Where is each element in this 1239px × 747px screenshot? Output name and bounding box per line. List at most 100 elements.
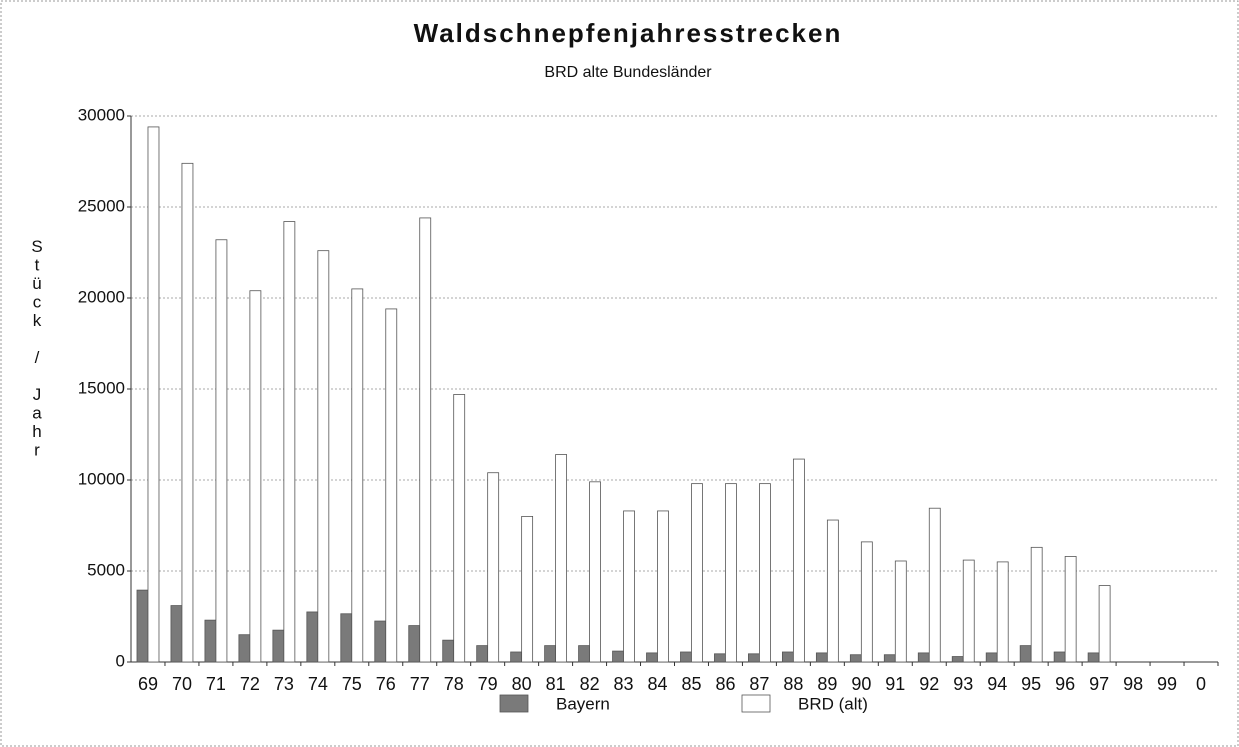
x-tick-label: 78: [444, 674, 464, 694]
x-tick-label: 73: [274, 674, 294, 694]
bar: [725, 483, 737, 663]
x-tick-label: 79: [478, 674, 498, 694]
bar: [419, 217, 432, 663]
x-tick-label: 77: [410, 674, 430, 694]
x-tick-label: 96: [1055, 674, 1075, 694]
x-tick-label: 75: [342, 674, 362, 694]
bar: [623, 510, 635, 663]
legend-swatch: [741, 694, 771, 713]
bar: [317, 250, 330, 663]
bar: [657, 510, 669, 663]
chart-title: Waldschnepfenjahresstrecken: [414, 18, 843, 48]
y-tick-label: 25000: [78, 196, 125, 215]
bar: [578, 645, 590, 663]
y-tick-label: 20000: [78, 287, 125, 306]
bar: [442, 639, 455, 663]
bar: [962, 559, 975, 663]
x-tick-label: 86: [715, 674, 735, 694]
bar: [544, 645, 557, 663]
bar: [1053, 651, 1066, 663]
bar: [1019, 645, 1032, 663]
x-tick-label: 84: [648, 674, 668, 694]
bar: [589, 481, 601, 663]
legend-label: Bayern: [556, 694, 610, 713]
bar: [691, 483, 703, 663]
bar: [136, 589, 149, 663]
x-tick-label: 74: [308, 674, 328, 694]
bar: [612, 650, 624, 663]
bar: [374, 620, 387, 663]
x-tick-label: 89: [817, 674, 837, 694]
bar: [951, 656, 964, 663]
bar: [792, 458, 805, 663]
x-tick-label: 97: [1089, 674, 1109, 694]
x-tick-label: 90: [851, 674, 871, 694]
bar: [408, 625, 421, 663]
x-tick-label: 85: [681, 674, 701, 694]
bar: [249, 290, 262, 663]
bar: [759, 483, 771, 663]
bar: [748, 653, 760, 663]
bar: [351, 288, 364, 663]
bar: [306, 611, 319, 663]
chart-subtitle: BRD alte Bundesländer: [544, 64, 712, 81]
x-tick-label: 93: [953, 674, 973, 694]
bar: [147, 126, 160, 663]
bar: [1087, 652, 1100, 663]
bar: [917, 652, 930, 663]
bar: [272, 629, 285, 663]
x-tick-label: 87: [749, 674, 769, 694]
bar: [1098, 585, 1111, 663]
x-tick-label: 98: [1123, 674, 1143, 694]
x-tick-label: 92: [919, 674, 939, 694]
x-tick-label: 76: [376, 674, 396, 694]
bar: [826, 519, 839, 663]
bar: [181, 162, 194, 663]
bar: [883, 654, 896, 663]
bar: [170, 605, 183, 663]
x-tick-label: 88: [783, 674, 803, 694]
legend-label: BRD (alt): [798, 694, 868, 713]
x-tick-label: 83: [614, 674, 634, 694]
bar: [1030, 546, 1043, 663]
bar: [204, 619, 217, 663]
x-tick-label: 71: [206, 674, 226, 694]
x-tick-label: 69: [138, 674, 158, 694]
bar: [714, 653, 726, 663]
bar: [215, 239, 228, 663]
bar: [781, 651, 794, 663]
y-tick-label: 0: [116, 651, 125, 670]
x-tick-label: 91: [885, 674, 905, 694]
x-tick-label: 82: [580, 674, 600, 694]
bar: [1064, 556, 1077, 663]
bar: [985, 652, 998, 663]
bar: [894, 560, 907, 663]
bar: [238, 634, 251, 663]
bar: [849, 654, 862, 663]
y-tick-label: 5000: [87, 560, 125, 579]
bar: [283, 221, 296, 663]
x-tick-label: 72: [240, 674, 260, 694]
bar: [476, 645, 489, 663]
bar: [815, 652, 828, 663]
bar: [646, 652, 658, 663]
x-tick-label: 95: [1021, 674, 1041, 694]
bar: [385, 308, 398, 663]
y-tick-label: 10000: [78, 469, 125, 488]
bar: [680, 651, 692, 663]
bar: [487, 472, 500, 663]
bar: [928, 507, 941, 663]
x-tick-label: 0: [1196, 674, 1206, 694]
x-tick-label: 81: [546, 674, 566, 694]
bar: [860, 541, 873, 663]
y-tick-label: 15000: [78, 378, 125, 397]
x-tick-label: 80: [512, 674, 532, 694]
bar: [510, 651, 523, 663]
x-tick-label: 70: [172, 674, 192, 694]
legend-swatch: [499, 694, 529, 713]
bar: [340, 613, 353, 663]
x-tick-label: 94: [987, 674, 1007, 694]
bar: [555, 454, 568, 663]
